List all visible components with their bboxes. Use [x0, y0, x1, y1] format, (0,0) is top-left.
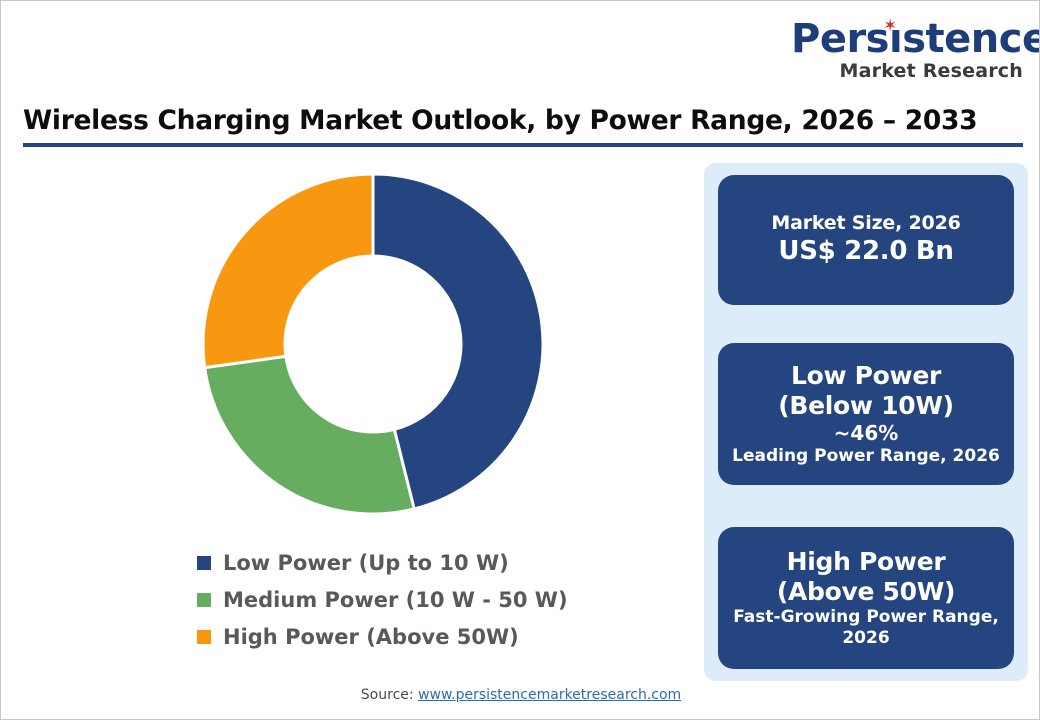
leading-segment-caption: Leading Power Range, 2026: [732, 446, 1000, 467]
market-size-value: US$ 22.0 Bn: [778, 236, 954, 267]
legend-label: High Power (Above 50W): [223, 624, 519, 649]
logo-brand-part-2: stence: [902, 16, 1040, 62]
donut-slice: [201, 172, 375, 370]
source-link[interactable]: www.persistencemarketresearch.com: [418, 687, 682, 703]
fastest-segment-name-line2: (Above 50W): [776, 577, 956, 607]
legend-item-low-power: Low Power (Up to 10 W): [197, 544, 667, 581]
leading-segment-name-line1: Low Power: [790, 361, 942, 391]
star-icon: ✶: [883, 16, 897, 36]
donut-slice-group: [201, 172, 545, 516]
donut-slice: [202, 354, 416, 516]
leading-segment-share: ~46%: [833, 421, 899, 446]
legend-item-medium-power: Medium Power (10 W - 50 W): [197, 581, 667, 618]
callout-leading-segment: Low Power (Below 10W) ~46% Leading Power…: [718, 343, 1014, 485]
legend-label: Medium Power (10 W - 50 W): [223, 587, 568, 612]
legend-item-high-power: High Power (Above 50W): [197, 618, 667, 655]
fastest-segment-caption: Fast-Growing Power Range, 2026: [733, 607, 999, 648]
logo-brand-i-stem: ı: [888, 16, 903, 62]
title-divider: [23, 143, 1023, 147]
fastest-segment-name-line1: High Power: [786, 547, 946, 577]
logo-brand-part-1: Pers: [791, 16, 889, 62]
page-title: Wireless Charging Market Outlook, by Pow…: [23, 105, 978, 136]
leading-segment-name-line2: (Below 10W): [778, 391, 954, 421]
logo-brand-name: Persıstence ✶: [791, 16, 1040, 62]
legend-swatch-icon: [197, 629, 211, 644]
legend-swatch-icon: [197, 555, 211, 570]
company-logo: Persıstence ✶ Market Research: [791, 18, 1039, 82]
legend-swatch-icon: [197, 592, 211, 607]
source-label: Source:: [360, 687, 419, 703]
source-line: Source: www.persistencemarketresearch.co…: [1, 687, 1039, 703]
highlights-panel: Market Size, 2026 US$ 22.0 Bn Low Power …: [704, 163, 1028, 681]
market-size-caption: Market Size, 2026: [771, 212, 961, 235]
donut-chart: [23, 161, 683, 541]
page-title-block: Wireless Charging Market Outlook, by Pow…: [23, 105, 1023, 147]
donut-slice: [371, 172, 545, 511]
callout-market-size: Market Size, 2026 US$ 22.0 Bn: [718, 175, 1014, 305]
callout-fastest-growing-segment: High Power (Above 50W) Fast-Growing Powe…: [718, 527, 1014, 669]
legend-label: Low Power (Up to 10 W): [223, 550, 509, 575]
logo-subtitle: Market Research: [839, 60, 1023, 82]
donut-chart-svg: [201, 172, 545, 516]
chart-legend: Low Power (Up to 10 W) Medium Power (10 …: [197, 544, 667, 655]
